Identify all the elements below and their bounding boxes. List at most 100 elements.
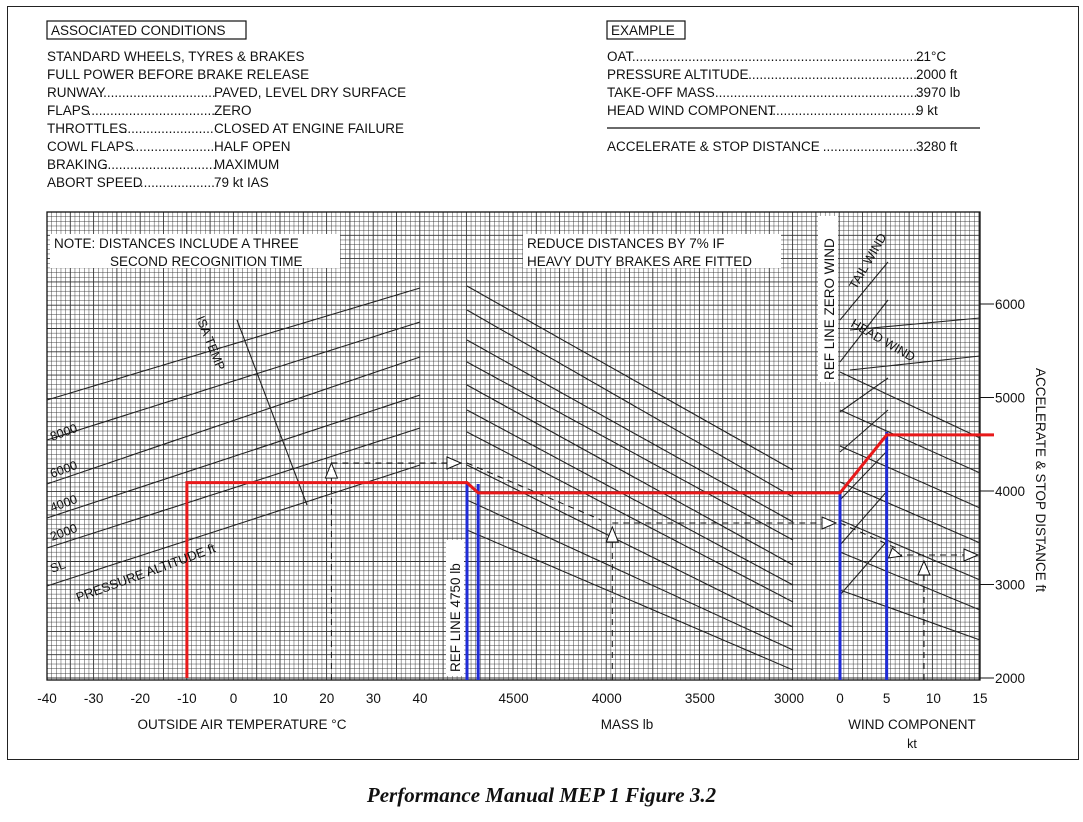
associated-conditions-box	[46, 20, 247, 40]
red-solution-line	[185, 433, 994, 678]
temp-tick-label: 20	[319, 691, 334, 706]
condition-dots: .........................	[120, 121, 214, 136]
altitude-label: 4000	[48, 492, 79, 515]
example-result-value: 3280 ft	[916, 139, 958, 154]
headwind-line	[849, 355, 981, 371]
example-value: 21°C	[916, 49, 946, 64]
mass-tick-label: 4500	[499, 691, 529, 706]
temp-tick-label: -40	[37, 691, 57, 706]
headwind-line	[839, 371, 981, 439]
headwind-line	[839, 481, 981, 544]
mass-tick-label: 3000	[774, 691, 804, 706]
temp-axis-title: OUTSIDE AIR TEMPERATURE °C	[138, 717, 347, 732]
y-tick-label: 4000	[995, 484, 1025, 499]
example-arrow	[605, 525, 620, 543]
example-title: EXAMPLE	[611, 23, 675, 38]
wind-connector-line	[839, 539, 889, 596]
ref-line-wind-bg	[818, 216, 838, 382]
wind-axis-unit: kt	[907, 737, 917, 751]
mass-guide-line	[466, 529, 794, 671]
y-tick-label: 5000	[995, 391, 1025, 406]
tailwind-line	[839, 299, 889, 363]
altitude-label: SL	[48, 557, 67, 575]
mass-tick-label: 3500	[685, 691, 715, 706]
temp-tick-label: 0	[230, 691, 238, 706]
mass-guide-line	[466, 309, 794, 498]
altitude-line	[46, 356, 421, 485]
condition-value: 79 kt IAS	[214, 175, 269, 190]
wind-tick-label: 15	[972, 691, 987, 706]
altitude-line	[46, 464, 421, 587]
note-1-line: NOTE: DISTANCES INCLUDE A THREE	[54, 236, 299, 251]
condition-label: FULL POWER BEFORE BRAKE RELEASE	[47, 67, 309, 82]
headwind-line	[839, 519, 981, 581]
mass-guide-line	[466, 285, 794, 471]
headwind-line	[849, 317, 981, 331]
temp-tick-label: -10	[177, 691, 197, 706]
mass-guide-line	[466, 464, 794, 628]
temp-tick-label: 40	[412, 691, 427, 706]
guide-lines	[46, 261, 981, 671]
altitude-line	[46, 427, 421, 549]
condition-label: ABORT SPEED	[47, 175, 143, 190]
condition-dots: ..............................	[104, 157, 217, 172]
mass-tick-label: 4000	[592, 691, 622, 706]
headwind-line	[839, 409, 981, 474]
example-dots: ........................................…	[715, 85, 921, 100]
mass-guide-line	[466, 409, 794, 586]
example-result-label: ACCELERATE & STOP DISTANCE	[607, 139, 820, 154]
example-value: 3970 lb	[916, 85, 960, 100]
condition-label: RUNWAY	[47, 85, 106, 100]
example-arrow	[917, 559, 931, 576]
example-dots: ........................................…	[748, 67, 921, 82]
example-dots: ........................................…	[632, 49, 925, 64]
condition-dots: .....................	[136, 175, 215, 190]
altitude-line	[46, 287, 421, 401]
y-tick-label: 2000	[995, 671, 1025, 686]
isa-temp-line	[236, 319, 308, 506]
example-value: 9 kt	[916, 103, 938, 118]
condition-label: THROTTLES	[47, 121, 127, 136]
mass-axis-title: MASS lb	[601, 717, 654, 732]
condition-dots: ................................	[96, 85, 216, 100]
wind-tick-label: 5	[883, 691, 891, 706]
example-dashed-segment	[466, 462, 602, 521]
mass-guide-line	[466, 384, 794, 566]
y-tick-label: 6000	[995, 297, 1025, 312]
example-dashed-path	[324, 456, 980, 680]
condition-label: COWL FLAPS	[47, 139, 134, 154]
y-axis-title: ACCELERATE & STOP DISTANCE ft	[1033, 368, 1048, 592]
wind-connector-line	[839, 377, 889, 413]
example-list: OAT.....................................…	[607, 49, 960, 154]
altitude-line	[46, 394, 421, 519]
mass-guide-line	[466, 361, 794, 541]
condition-dots: ..................................	[88, 103, 216, 118]
mass-guide-line	[466, 499, 794, 651]
condition-label: FLAPS	[47, 103, 90, 118]
condition-label: STANDARD WHEELS, TYRES & BRAKES	[47, 49, 305, 64]
chart-marks	[185, 432, 994, 680]
mass-guide-line	[466, 431, 794, 603]
associated-conditions-title: ASSOCIATED CONDITIONS	[51, 23, 226, 38]
note-2-bg	[523, 234, 781, 268]
figure-caption: Performance Manual MEP 1 Figure 3.2	[366, 783, 717, 807]
example-dots: ........................................…	[765, 103, 919, 118]
chart-grid	[46, 211, 981, 681]
example-label: OAT	[607, 49, 634, 64]
condition-value: ZERO	[214, 103, 252, 118]
example-arrow	[446, 456, 463, 470]
example-result-dots: .........................	[823, 139, 917, 154]
example-arrow	[887, 547, 903, 559]
note-1-bg	[50, 234, 340, 268]
note-2-line: HEAVY DUTY BRAKES ARE FITTED	[527, 254, 752, 269]
condition-dots: .......................	[128, 139, 214, 154]
header: ASSOCIATED CONDITIONS EXAMPLE	[46, 20, 980, 129]
wind-connector-line	[839, 409, 889, 453]
example-arrow	[324, 461, 339, 479]
temp-tick-label: 30	[366, 691, 381, 706]
temp-tick-label: -30	[84, 691, 104, 706]
wind-tick-label: 0	[836, 691, 844, 706]
chart-notes: NOTE: DISTANCES INCLUDE A THREE SECOND RE…	[50, 234, 781, 269]
example-arrow	[963, 548, 980, 562]
example-label: PRESSURE ALTITUDE	[607, 67, 749, 82]
